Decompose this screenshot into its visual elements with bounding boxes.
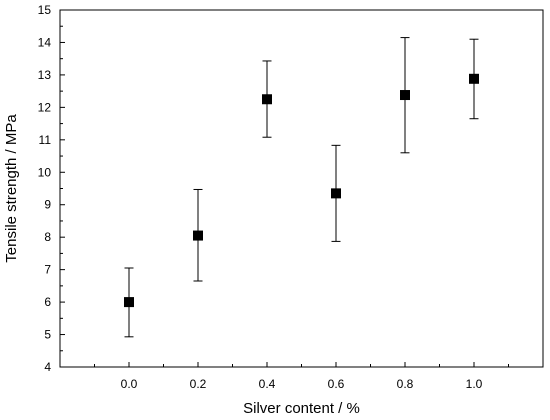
x-tick-label: 0.0	[121, 377, 138, 391]
y-tick-label: 4	[44, 360, 51, 374]
y-tick-label: 11	[39, 133, 52, 147]
data-point	[469, 73, 479, 84]
data-point	[124, 297, 134, 308]
data-point	[262, 94, 272, 105]
x-tick-label: 0.6	[328, 377, 345, 391]
y-axis: 4 5 6 7 8 9 10 11 12 13 14 15	[38, 3, 65, 374]
y-axis-title: Tensile strength / MPa	[3, 114, 20, 263]
plot-frame	[59, 9, 544, 368]
y-tick-label: 12	[38, 100, 52, 114]
data-point	[193, 230, 203, 241]
x-tick-label: 1.0	[466, 377, 483, 391]
y-tick-label: 15	[38, 3, 52, 17]
data-series	[124, 37, 479, 338]
y-tick-label: 7	[44, 263, 51, 277]
x-tick-label: 0.8	[397, 377, 414, 391]
x-axis-title: Silver content / %	[243, 400, 360, 417]
x-tick-label: 0.2	[190, 377, 207, 391]
x-axis: 0.0 0.2 0.4 0.6 0.8 1.0	[94, 362, 509, 391]
data-point	[331, 188, 341, 199]
y-tick-label: 13	[38, 68, 52, 82]
y-tick-label: 14	[38, 35, 52, 49]
y-tick-label: 10	[38, 165, 52, 179]
data-point	[400, 90, 410, 101]
y-tick-label: 6	[44, 295, 51, 309]
y-tick-label: 8	[44, 230, 51, 244]
y-tick-label: 9	[44, 198, 51, 212]
y-tick-label: 5	[44, 328, 51, 342]
x-tick-label: 0.4	[259, 377, 276, 391]
